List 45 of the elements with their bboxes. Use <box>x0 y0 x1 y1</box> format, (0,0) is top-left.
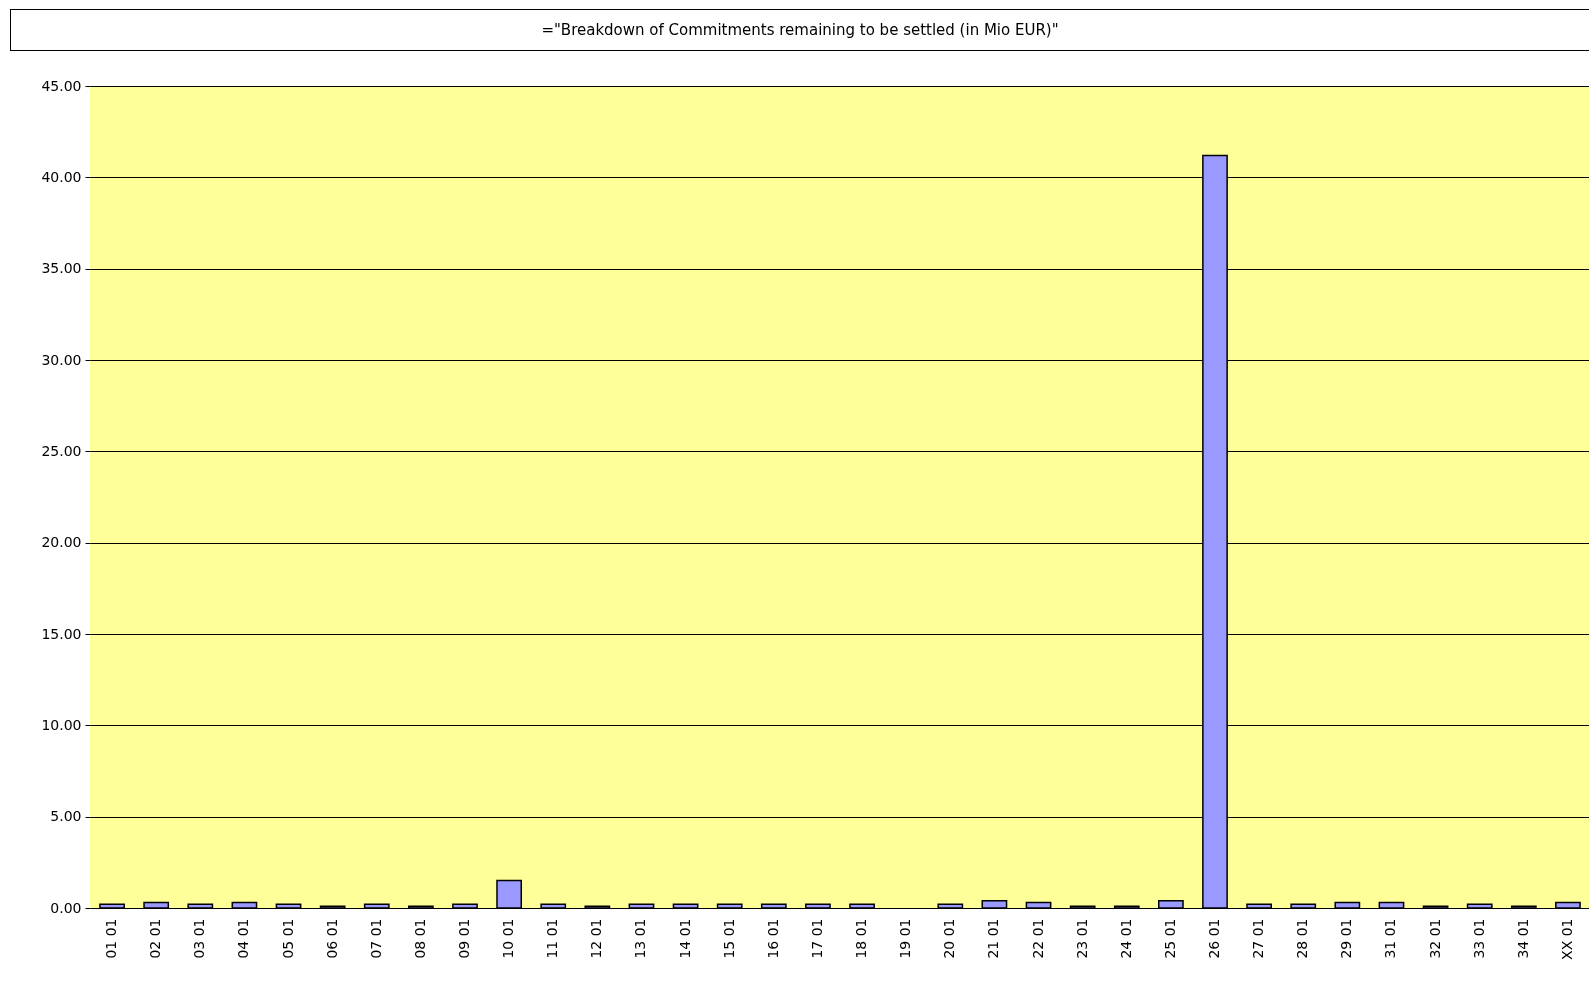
x-tick-label: 25 01 <box>1161 918 1178 959</box>
x-tick-label: 33 01 <box>1470 918 1487 959</box>
y-tick-label: 10.00 <box>41 716 82 733</box>
x-tick-label: 32 01 <box>1426 918 1443 959</box>
y-tick-label: 5.00 <box>50 808 82 825</box>
y-tick-label: 0.00 <box>50 899 82 916</box>
x-tick-label: 02 01 <box>147 918 164 959</box>
x-tick-label: 06 01 <box>323 918 340 959</box>
x-tick-label: 04 01 <box>235 918 252 959</box>
y-tick-label: 35.00 <box>41 260 82 277</box>
x-tick-label: 03 01 <box>191 918 208 959</box>
x-tick-label: 22 01 <box>1029 918 1046 959</box>
x-tick-label: 01 01 <box>103 918 120 959</box>
y-tick-label: 30.00 <box>41 351 82 368</box>
x-tick-label: 08 01 <box>411 918 428 959</box>
x-tick-label: 12 01 <box>588 918 605 959</box>
x-tick-label: 26 01 <box>1206 918 1222 959</box>
x-tick-label: 27 01 <box>1250 918 1267 959</box>
x-tick-label: 18 01 <box>853 918 870 959</box>
x-tick-label: 21 01 <box>985 918 1002 959</box>
x-tick-label: 05 01 <box>279 918 296 959</box>
y-tick-label: 40.00 <box>41 168 82 185</box>
x-tick-label: 07 01 <box>367 918 384 959</box>
x-tick-label: 34 01 <box>1514 918 1531 959</box>
x-tick-label: XX 01 <box>1558 918 1575 960</box>
x-tick-label: 14 01 <box>676 918 693 959</box>
x-tick-label: 20 01 <box>941 918 958 959</box>
y-tick-label: 25.00 <box>41 442 82 459</box>
x-tick-label: 17 01 <box>808 918 825 959</box>
x-tick-label: 31 01 <box>1382 918 1399 959</box>
x-tick-label: 24 01 <box>1117 918 1134 959</box>
x-tick-label: 19 01 <box>897 918 914 959</box>
y-tick-label: 45.00 <box>41 77 82 94</box>
x-tick-label: 11 01 <box>544 918 561 959</box>
x-tick-label: 09 01 <box>456 918 472 959</box>
x-tick-label: 10 01 <box>500 918 517 959</box>
chart-title: ="Breakdown of Commitments remaining to be settled (in Mio EUR)" <box>541 21 1059 39</box>
y-tick-label: 15.00 <box>41 625 82 642</box>
x-tick-label: 13 01 <box>632 918 649 959</box>
x-tick-label: 23 01 <box>1073 918 1090 959</box>
x-tick-label: 16 01 <box>764 918 781 959</box>
y-tick-label: 20.00 <box>41 534 82 551</box>
x-tick-label: 15 01 <box>720 918 737 959</box>
x-tick-label: 28 01 <box>1294 918 1311 959</box>
x-tick-label: 29 01 <box>1338 918 1355 959</box>
